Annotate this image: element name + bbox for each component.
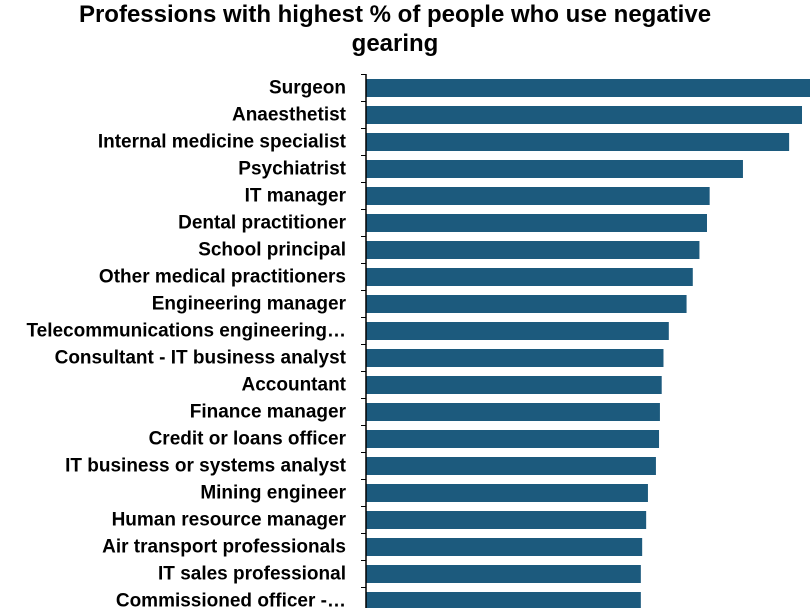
category-label: Anaesthetist: [232, 105, 347, 126]
category-label: Credit or loans officer: [149, 429, 347, 450]
category-label: Commissioned officer -…: [116, 591, 346, 608]
bar: [366, 403, 660, 421]
bar: [366, 376, 662, 394]
category-label: School principal: [198, 240, 346, 261]
category-label: Finance manager: [190, 402, 347, 423]
bar: [366, 538, 643, 556]
category-label: Internal medicine specialist: [98, 132, 347, 153]
category-label: Accountant: [242, 375, 347, 396]
bar: [366, 187, 710, 205]
chart-title: Professions with highest % of people who…: [78, 1, 712, 57]
category-label: IT business or systems analyst: [65, 456, 347, 477]
category-label: Telecommunications engineering…: [26, 321, 346, 342]
category-label: Other medical practitioners: [99, 267, 346, 288]
bar: [366, 322, 669, 340]
category-label: Engineering manager: [152, 294, 347, 315]
category-label: Air transport professionals: [102, 537, 346, 558]
bar: [366, 160, 743, 178]
bar: [366, 349, 664, 367]
category-label: Dental practitioner: [178, 213, 346, 234]
bar: [366, 484, 648, 502]
bar: [366, 511, 647, 529]
bar: [366, 79, 810, 97]
bar: [366, 133, 790, 151]
category-label: Surgeon: [269, 78, 346, 99]
category-label: Consultant - IT business analyst: [55, 348, 347, 369]
bar: [366, 241, 700, 259]
category-label: Psychiatrist: [238, 159, 346, 180]
bars-layer: [366, 79, 810, 608]
bar: [366, 268, 693, 286]
bar: [366, 106, 803, 124]
category-label: Mining engineer: [200, 483, 346, 504]
category-labels: Surgeon Anaesthetist Internal medicine spe…: [26, 74, 366, 608]
bar: [366, 565, 641, 583]
bar: [366, 295, 687, 313]
category-label: IT sales professional: [158, 564, 346, 585]
bar: [366, 430, 660, 448]
bar: [366, 214, 707, 232]
category-label: IT manager: [245, 186, 347, 207]
bar: [366, 592, 641, 608]
category-label: Human resource manager: [112, 510, 347, 531]
bar: [366, 457, 656, 475]
